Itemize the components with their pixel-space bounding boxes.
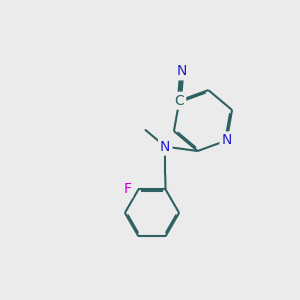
Text: N: N xyxy=(177,64,187,78)
Text: F: F xyxy=(123,182,131,197)
Text: C: C xyxy=(174,94,184,108)
Text: N: N xyxy=(221,134,232,147)
Text: N: N xyxy=(160,140,170,154)
